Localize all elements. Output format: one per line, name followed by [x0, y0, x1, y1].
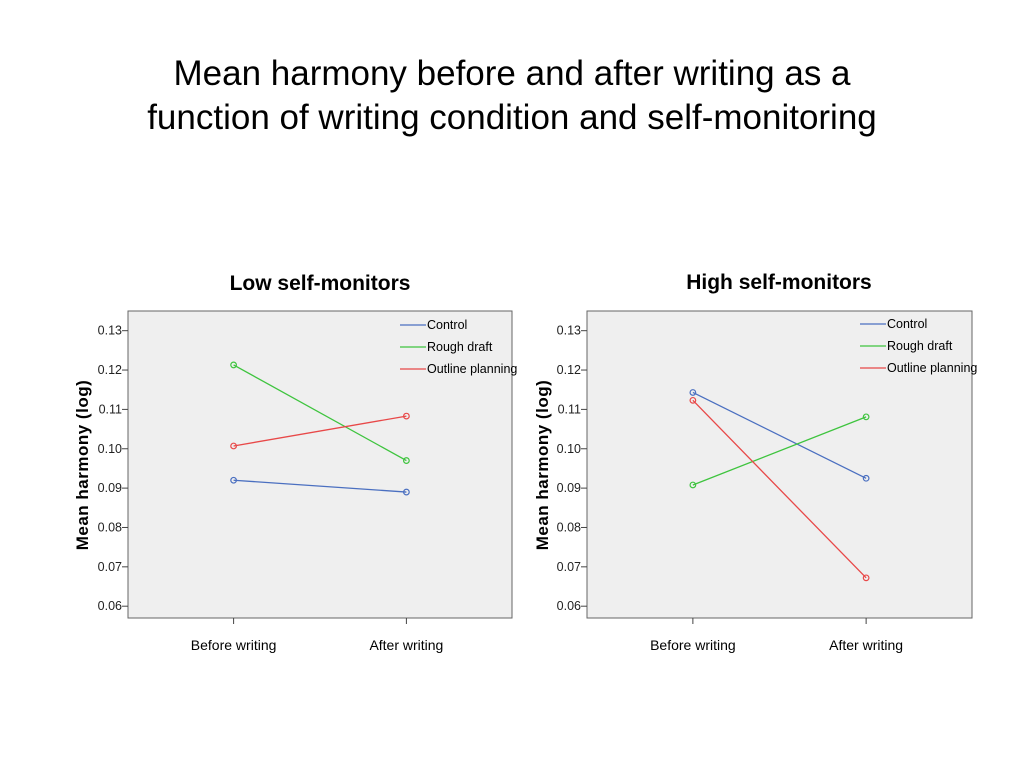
x-tick-label: Before writing [191, 637, 277, 653]
legend-label: Rough draft [887, 339, 953, 353]
data-point [862, 474, 870, 482]
slide-title: Mean harmony before and after writing as… [40, 52, 984, 140]
chart-title: Low self-monitors [230, 272, 411, 295]
data-point [689, 389, 697, 396]
chart-title: High self-monitors [686, 271, 872, 294]
data-point [403, 488, 410, 496]
y-tick-label: 0.12 [98, 363, 122, 377]
y-tick-label: 0.09 [98, 481, 122, 495]
chart-1: Low self-monitors Mean harmony (log) 0.06 0… [73, 272, 517, 653]
slide-title-line-2: function of writing condition and self-m… [147, 98, 877, 137]
y-tick-label: 0.10 [557, 442, 581, 456]
data-point [230, 476, 238, 484]
slide-title-line-1: Mean harmony before and after writing as… [173, 54, 851, 93]
legend-label: Outline planning [887, 361, 977, 375]
x-tick-label: Before writing [650, 637, 736, 653]
y-tick-label: 0.13 [557, 324, 581, 338]
y-tick-label: 0.07 [557, 560, 581, 574]
y-tick-label: 0.09 [557, 481, 581, 495]
y-axis-label: Mean harmony (log) [73, 380, 92, 551]
x-tick-label: After writing [369, 637, 443, 653]
y-tick-label: 0.10 [98, 442, 122, 456]
data-point [403, 412, 410, 420]
data-point [230, 442, 238, 450]
data-point [862, 574, 870, 582]
data-point [862, 413, 870, 421]
series-line-control [692, 391, 867, 479]
series-line-rough-draft [692, 416, 867, 486]
y-tick-label: 0.08 [557, 520, 581, 534]
y-tick-label: 0.08 [98, 520, 122, 534]
series-line-rough-draft [233, 364, 407, 462]
y-tick-label: 0.12 [557, 363, 581, 377]
y-tick-label: 0.11 [99, 402, 122, 416]
chart-2: High self-monitors Mean harmony (log) 0.06… [533, 271, 977, 653]
plot-area [127, 310, 513, 619]
legend-label: Control [427, 318, 467, 332]
y-tick-label: 0.06 [98, 599, 122, 613]
legend-label: Control [887, 317, 927, 331]
y-tick-label: 0.11 [558, 402, 581, 416]
data-point [689, 481, 697, 489]
data-point [689, 396, 697, 404]
y-tick-label: 0.06 [557, 599, 581, 613]
y-tick-label: 0.13 [98, 324, 122, 338]
data-point [403, 457, 410, 464]
y-axis-label: Mean harmony (log) [533, 380, 552, 551]
data-point [230, 361, 238, 369]
legend-label: Outline planning [427, 362, 517, 376]
series-line-outline-planning [692, 399, 867, 579]
series-line-outline-planning [233, 415, 407, 447]
plot-area [586, 310, 973, 619]
legend-label: Rough draft [427, 340, 493, 354]
x-tick-label: After writing [829, 637, 903, 653]
series-line-control [233, 479, 407, 493]
y-tick-label: 0.07 [98, 560, 122, 574]
